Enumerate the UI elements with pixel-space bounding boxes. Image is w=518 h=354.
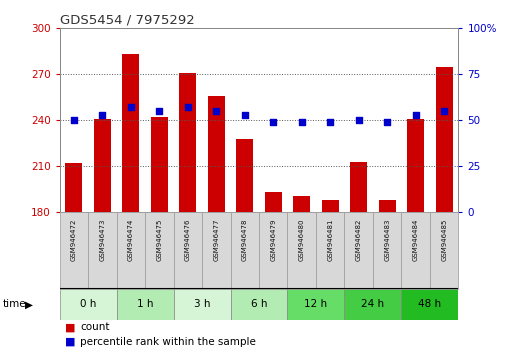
Bar <box>174 289 231 320</box>
Point <box>269 119 278 125</box>
Bar <box>202 212 231 289</box>
Point <box>126 105 135 110</box>
Text: time: time <box>3 299 26 309</box>
Text: GSM946476: GSM946476 <box>185 218 191 261</box>
Bar <box>117 212 145 289</box>
Text: GSM946484: GSM946484 <box>413 218 419 261</box>
Point <box>411 112 420 118</box>
Bar <box>293 195 310 212</box>
Bar <box>379 200 396 212</box>
Text: GDS5454 / 7975292: GDS5454 / 7975292 <box>60 13 194 26</box>
Bar <box>430 212 458 289</box>
Bar <box>373 212 401 289</box>
Bar <box>151 117 168 212</box>
Bar <box>265 193 282 212</box>
Text: ■: ■ <box>65 322 75 332</box>
Bar <box>287 289 344 320</box>
Bar <box>259 212 287 289</box>
Point <box>440 108 449 114</box>
Bar <box>344 212 373 289</box>
Text: GSM946472: GSM946472 <box>71 218 77 261</box>
Text: 12 h: 12 h <box>305 299 327 309</box>
Text: GSM946475: GSM946475 <box>156 218 162 261</box>
Text: 48 h: 48 h <box>419 299 441 309</box>
Bar <box>94 119 111 212</box>
Text: 0 h: 0 h <box>80 299 96 309</box>
Text: ▶: ▶ <box>25 299 33 309</box>
Bar <box>344 289 401 320</box>
Point <box>240 112 249 118</box>
Bar <box>88 212 117 289</box>
Text: GSM946473: GSM946473 <box>99 218 105 261</box>
Bar <box>122 55 139 212</box>
Text: GSM946479: GSM946479 <box>270 218 276 261</box>
Text: 24 h: 24 h <box>362 299 384 309</box>
Text: count: count <box>80 322 110 332</box>
Point <box>383 119 392 125</box>
Bar <box>316 212 344 289</box>
Text: GSM946482: GSM946482 <box>356 218 362 261</box>
Point <box>212 108 221 114</box>
Text: GSM946485: GSM946485 <box>441 218 447 261</box>
Bar <box>174 212 202 289</box>
Point <box>98 112 107 118</box>
Bar <box>231 289 287 320</box>
Bar <box>401 212 430 289</box>
Bar <box>60 289 117 320</box>
Text: 3 h: 3 h <box>194 299 210 309</box>
Text: GSM946474: GSM946474 <box>128 218 134 261</box>
Bar <box>322 200 339 212</box>
Bar <box>231 212 259 289</box>
Point <box>326 119 335 125</box>
Bar <box>401 289 458 320</box>
Text: GSM946483: GSM946483 <box>384 218 390 261</box>
Bar <box>407 119 424 212</box>
Point <box>155 108 164 114</box>
Text: 1 h: 1 h <box>137 299 153 309</box>
Bar <box>236 139 253 212</box>
Bar <box>179 73 196 212</box>
Point <box>297 119 306 125</box>
Bar <box>145 212 174 289</box>
Text: GSM946478: GSM946478 <box>242 218 248 261</box>
Bar <box>287 212 316 289</box>
Bar <box>350 162 367 212</box>
Point <box>183 105 192 110</box>
Text: GSM946477: GSM946477 <box>213 218 219 261</box>
Bar <box>60 212 88 289</box>
Bar <box>208 96 225 212</box>
Text: GSM946481: GSM946481 <box>327 218 333 261</box>
Text: 6 h: 6 h <box>251 299 267 309</box>
Text: GSM946480: GSM946480 <box>299 218 305 261</box>
Point <box>354 118 363 123</box>
Bar <box>436 67 453 212</box>
Bar <box>65 163 82 212</box>
Bar <box>117 289 174 320</box>
Point <box>69 118 78 123</box>
Text: percentile rank within the sample: percentile rank within the sample <box>80 337 256 347</box>
Text: ■: ■ <box>65 337 75 347</box>
